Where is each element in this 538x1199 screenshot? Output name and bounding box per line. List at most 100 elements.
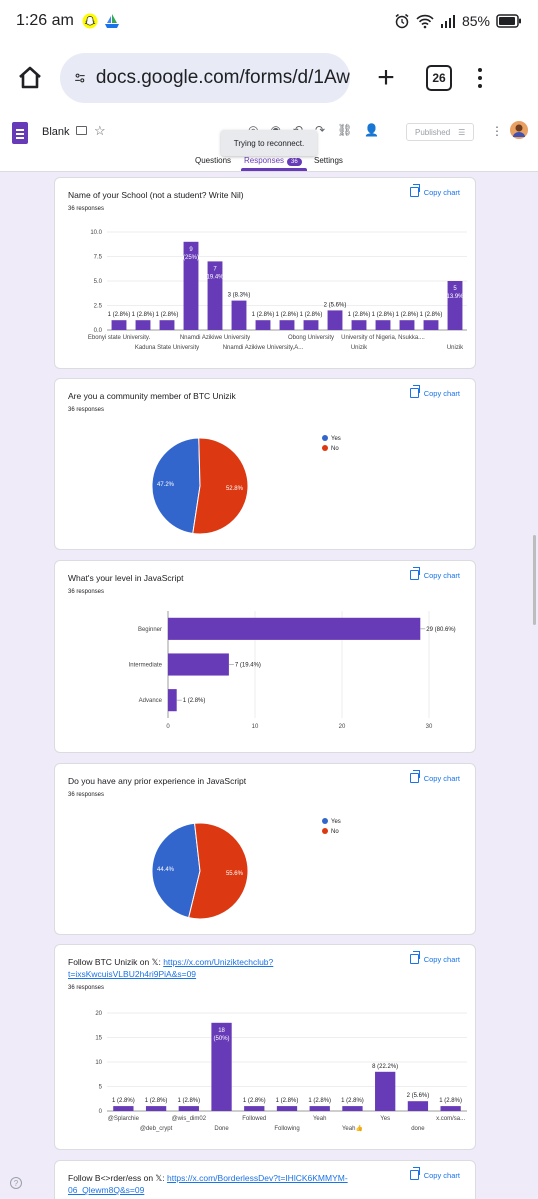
bar-chart-follow-btc: 0 5 10 15 20 1 (2.8%) @Splarchie 1 (2.8%) @deb_c… — [95, 1011, 467, 1132]
legend-swatch — [322, 828, 328, 834]
x-tick-label: Unizik — [447, 345, 464, 351]
home-icon — [19, 66, 41, 89]
bar — [168, 617, 421, 640]
follow-link[interactable]: https://x.com/BorderlessDev?t=IHlCK6KMMY… — [68, 1173, 348, 1195]
question-card-follow-btc: Follow BTC Unizik on 𝕏: https://x.com/Un… — [54, 944, 476, 1150]
bar — [207, 261, 223, 330]
bar — [168, 653, 229, 676]
category-label: Beginner — [138, 627, 162, 633]
active-tab-indicator — [241, 168, 307, 171]
x-tick-label: Nnamdi Azikiwe University,A... — [223, 345, 304, 351]
help-icon[interactable]: ? — [10, 1177, 22, 1189]
add-collaborator-icon[interactable]: 👤 — [364, 123, 380, 137]
bar — [407, 1101, 429, 1111]
y-tick-label: 10.0 — [90, 230, 102, 236]
data-label: 29 (80.6%) — [426, 627, 455, 633]
data-label: 1 (2.8%) — [348, 312, 371, 318]
browser-toolbar: docs.google.com/forms/d/1Aw + 26 — [0, 42, 538, 114]
x-tick-label: Nnamdi Azikiwe University — [180, 335, 250, 341]
x-tick-label: x.com/sa... — [436, 1116, 465, 1122]
hbar-chart-js-level: 0 10 20 30 29 (80.6%) Beginner 7 (19.4%) Interm… — [129, 611, 456, 730]
copy-chart-button[interactable]: Copy chart — [409, 951, 460, 964]
legend-label: Yes — [331, 819, 341, 825]
copy-chart-button[interactable]: Copy chart — [409, 184, 460, 197]
copy-chart-button[interactable]: Copy chart — [409, 1167, 460, 1180]
legend-swatch — [322, 818, 328, 824]
address-bar[interactable]: docs.google.com/forms/d/1Aw — [60, 53, 350, 103]
y-tick-label: 0.0 — [94, 328, 103, 334]
home-button[interactable] — [12, 60, 48, 96]
data-label: 7 — [213, 266, 217, 272]
published-button[interactable]: Published ☰ — [406, 123, 474, 141]
scrollbar[interactable] — [533, 535, 536, 625]
response-count: 36 responses — [68, 985, 105, 991]
y-tick-label: 15 — [95, 1036, 102, 1042]
browser-menu-button[interactable] — [478, 68, 482, 88]
system-indicators: 85% — [394, 13, 522, 29]
tab-responses[interactable]: Responses 36 — [244, 156, 302, 166]
status-time: 1:26 am — [16, 12, 74, 29]
follow-link[interactable]: https://x.com/Uniziktechclub?t=ixsKwcuis… — [68, 957, 274, 979]
x-tick-label: 10 — [252, 724, 259, 730]
bar — [244, 1106, 265, 1111]
copy-icon — [409, 951, 420, 964]
data-label: (50%) — [214, 1036, 230, 1042]
avatar[interactable] — [510, 121, 528, 139]
move-folder-icon[interactable] — [76, 126, 87, 135]
tab-questions[interactable]: Questions — [195, 156, 232, 165]
data-label: 1 (2.8%) — [177, 1098, 200, 1104]
question-title: Are you a community member of BTC Unizik — [68, 391, 236, 401]
question-title: Do you have any prior experience in Java… — [68, 776, 247, 786]
bar — [342, 1106, 363, 1111]
bar — [255, 320, 271, 330]
y-tick-label: 7.5 — [94, 255, 103, 261]
x-tick-label: @deb_crypt — [140, 1126, 173, 1132]
google-forms-icon[interactable] — [12, 122, 28, 144]
alarm-icon — [395, 13, 409, 29]
data-label: 18 — [218, 1028, 225, 1034]
star-icon[interactable]: ☆ — [94, 123, 106, 138]
form-more-menu[interactable]: ⋮ — [491, 124, 503, 138]
document-title[interactable]: Blank — [42, 126, 70, 138]
copy-icon — [409, 184, 420, 197]
signal-icon — [440, 15, 455, 28]
bar — [351, 320, 367, 330]
new-tab-button[interactable]: + — [377, 61, 395, 94]
redo-icon[interactable]: ↷ — [315, 123, 326, 137]
bar — [276, 1106, 298, 1111]
copy-icon — [409, 567, 420, 580]
data-label: 9 — [189, 247, 193, 253]
link-icon[interactable]: ⛓ — [337, 123, 353, 137]
pie-slice — [151, 822, 201, 919]
pie-slice — [192, 437, 249, 535]
x-tick-label: @Splarchie — [108, 1116, 140, 1122]
x-tick-label: Followed — [242, 1116, 266, 1122]
bar — [440, 1106, 461, 1111]
tab-settings[interactable]: Settings — [314, 156, 343, 165]
x-tick-label: Yeah — [313, 1116, 326, 1122]
site-settings-icon[interactable] — [74, 68, 86, 88]
x-tick-label: done — [411, 1126, 425, 1132]
question-title: What's your level in JavaScript — [68, 573, 184, 583]
x-tick-label: Yes — [380, 1116, 390, 1122]
data-label: 1 (2.8%) — [372, 312, 395, 318]
question-card-js-level: What's your level in JavaScript 36 respo… — [54, 560, 476, 753]
responses-count-badge: 36 — [287, 158, 302, 166]
tab-switcher-button[interactable]: 26 — [426, 65, 452, 91]
data-label: 7 (19.4%) — [235, 663, 261, 669]
bar-chart-school: 0.0 2.5 5.0 7.5 10.0 1 (2.8%) Ebonyi state Uni… — [88, 230, 467, 351]
legend-label: No — [331, 829, 339, 835]
copy-chart-button[interactable]: Copy chart — [409, 567, 460, 580]
bar — [327, 310, 343, 330]
copy-icon — [409, 770, 420, 783]
question-title: Follow BTC Unizik on 𝕏: https://x.com/Un… — [68, 957, 274, 979]
data-label: 5 — [453, 286, 457, 292]
question-card-prior-experience: Do you have any prior experience in Java… — [54, 763, 476, 935]
boat-app-icon — [104, 14, 119, 28]
copy-chart-button[interactable]: Copy chart — [409, 385, 460, 398]
y-tick-label: 5.0 — [94, 279, 103, 285]
copy-chart-button[interactable]: Copy chart — [409, 770, 460, 783]
data-label: 1 (2.8%) — [252, 312, 275, 318]
y-tick-label: 5 — [99, 1085, 103, 1091]
data-label: 3 (8.3%) — [228, 293, 251, 299]
